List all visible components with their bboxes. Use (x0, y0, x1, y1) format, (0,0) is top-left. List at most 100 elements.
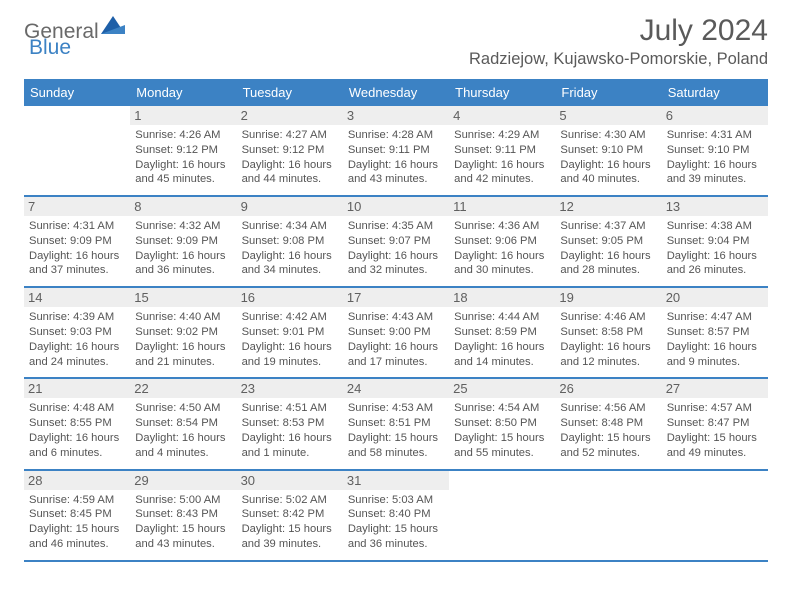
day-number: 28 (24, 471, 130, 490)
day-number: 2 (237, 106, 343, 125)
day-number: 24 (343, 379, 449, 398)
calendar-cell: 10 Sunrise: 4:35 AMSunset: 9:07 PMDayligh… (343, 196, 449, 287)
calendar-cell: 9 Sunrise: 4:34 AMSunset: 9:08 PMDaylight… (237, 196, 343, 287)
calendar-cell: 28 Sunrise: 4:59 AMSunset: 8:45 PMDayligh… (24, 470, 130, 561)
calendar-row: 14 Sunrise: 4:39 AMSunset: 9:03 PMDayligh… (24, 287, 768, 378)
day-info: Sunrise: 4:36 AMSunset: 9:06 PMDaylight:… (454, 219, 550, 278)
calendar-cell: 17 Sunrise: 4:43 AMSunset: 9:00 PMDayligh… (343, 287, 449, 378)
day-info: Sunrise: 4:50 AMSunset: 8:54 PMDaylight:… (135, 401, 231, 460)
day-number: 18 (449, 288, 555, 307)
day-number: 20 (662, 288, 768, 307)
day-info: Sunrise: 5:00 AMSunset: 8:43 PMDaylight:… (135, 493, 231, 552)
brand-word-2-wrap: Blue (28, 36, 71, 60)
calendar-cell: 27 Sunrise: 4:57 AMSunset: 8:47 PMDayligh… (662, 378, 768, 469)
calendar-cell: 19 Sunrise: 4:46 AMSunset: 8:58 PMDayligh… (555, 287, 661, 378)
day-info: Sunrise: 4:42 AMSunset: 9:01 PMDaylight:… (242, 310, 338, 369)
day-number: 19 (555, 288, 661, 307)
day-number: 3 (343, 106, 449, 125)
calendar-cell: 3 Sunrise: 4:28 AMSunset: 9:11 PMDaylight… (343, 105, 449, 196)
day-number: 15 (130, 288, 236, 307)
day-info: Sunrise: 4:44 AMSunset: 8:59 PMDaylight:… (454, 310, 550, 369)
day-number: 29 (130, 471, 236, 490)
day-header: Wednesday (343, 80, 449, 105)
day-header: Friday (555, 80, 661, 105)
calendar-cell: 31Sunrise: 5:03 AMSunset: 8:40 PMDayligh… (343, 470, 449, 561)
day-number: 5 (555, 106, 661, 125)
day-info: Sunrise: 4:39 AMSunset: 9:03 PMDaylight:… (29, 310, 125, 369)
day-info: Sunrise: 4:59 AMSunset: 8:45 PMDaylight:… (29, 493, 125, 552)
day-info: Sunrise: 5:02 AMSunset: 8:42 PMDaylight:… (242, 493, 338, 552)
day-number: 22 (130, 379, 236, 398)
calendar-cell (24, 105, 130, 196)
calendar-row: 1Sunrise: 4:26 AMSunset: 9:12 PMDaylight… (24, 105, 768, 196)
day-number: 8 (130, 197, 236, 216)
day-number: 17 (343, 288, 449, 307)
calendar-cell: 18 Sunrise: 4:44 AMSunset: 8:59 PMDayligh… (449, 287, 555, 378)
day-number: 14 (24, 288, 130, 307)
day-info: Sunrise: 4:32 AMSunset: 9:09 PMDaylight:… (135, 219, 231, 278)
calendar-cell: 16 Sunrise: 4:42 AMSunset: 9:01 PMDayligh… (237, 287, 343, 378)
day-info: Sunrise: 4:53 AMSunset: 8:51 PMDaylight:… (348, 401, 444, 460)
header: General July 2024 Radziejow, Kujawsko-Po… (24, 14, 768, 75)
brand-triangle-icon (101, 16, 125, 34)
day-number: 11 (449, 197, 555, 216)
day-info: Sunrise: 4:57 AMSunset: 8:47 PMDaylight:… (667, 401, 763, 460)
day-info: Sunrise: 4:48 AMSunset: 8:55 PMDaylight:… (29, 401, 125, 460)
day-info: Sunrise: 4:34 AMSunset: 9:08 PMDaylight:… (242, 219, 338, 278)
day-number: 27 (662, 379, 768, 398)
calendar-body: 1Sunrise: 4:26 AMSunset: 9:12 PMDaylight… (24, 105, 768, 561)
day-info: Sunrise: 4:40 AMSunset: 9:02 PMDaylight:… (135, 310, 231, 369)
calendar-cell (449, 470, 555, 561)
title-block: July 2024 Radziejow, Kujawsko-Pomorskie,… (469, 14, 768, 75)
day-info: Sunrise: 4:31 AMSunset: 9:09 PMDaylight:… (29, 219, 125, 278)
day-number: 25 (449, 379, 555, 398)
day-info: Sunrise: 4:56 AMSunset: 8:48 PMDaylight:… (560, 401, 656, 460)
calendar-cell: 1Sunrise: 4:26 AMSunset: 9:12 PMDaylight… (130, 105, 236, 196)
calendar-cell: 30 Sunrise: 5:02 AMSunset: 8:42 PMDayligh… (237, 470, 343, 561)
day-number: 7 (24, 197, 130, 216)
day-header: Tuesday (237, 80, 343, 105)
day-info: Sunrise: 4:35 AMSunset: 9:07 PMDaylight:… (348, 219, 444, 278)
calendar-cell: 12 Sunrise: 4:37 AMSunset: 9:05 PMDayligh… (555, 196, 661, 287)
calendar-cell: 21Sunrise: 4:48 AMSunset: 8:55 PMDayligh… (24, 378, 130, 469)
day-info: Sunrise: 4:46 AMSunset: 8:58 PMDaylight:… (560, 310, 656, 369)
day-number: 26 (555, 379, 661, 398)
calendar-row: 7 Sunrise: 4:31 AMSunset: 9:09 PMDaylight… (24, 196, 768, 287)
day-number: 4 (449, 106, 555, 125)
day-info: Sunrise: 4:38 AMSunset: 9:04 PMDaylight:… (667, 219, 763, 278)
day-info: Sunrise: 4:43 AMSunset: 9:00 PMDaylight:… (348, 310, 444, 369)
calendar-row: 28 Sunrise: 4:59 AMSunset: 8:45 PMDayligh… (24, 470, 768, 561)
calendar-location: Radziejow, Kujawsko-Pomorskie, Poland (469, 50, 768, 69)
calendar-cell: 4 Sunrise: 4:29 AMSunset: 9:11 PMDaylight… (449, 105, 555, 196)
day-number: 23 (237, 379, 343, 398)
day-number: 1 (130, 106, 236, 125)
day-info: Sunrise: 4:29 AMSunset: 9:11 PMDaylight:… (454, 128, 550, 187)
day-info: Sunrise: 4:31 AMSunset: 9:10 PMDaylight:… (667, 128, 763, 187)
calendar-cell: 6Sunrise: 4:31 AMSunset: 9:10 PMDaylight… (662, 105, 768, 196)
day-info: Sunrise: 4:37 AMSunset: 9:05 PMDaylight:… (560, 219, 656, 278)
day-number: 9 (237, 197, 343, 216)
day-number: 16 (237, 288, 343, 307)
day-number: 12 (555, 197, 661, 216)
calendar-row: 21Sunrise: 4:48 AMSunset: 8:55 PMDayligh… (24, 378, 768, 469)
day-info: Sunrise: 4:30 AMSunset: 9:10 PMDaylight:… (560, 128, 656, 187)
day-number: 10 (343, 197, 449, 216)
day-info: Sunrise: 4:27 AMSunset: 9:12 PMDaylight:… (242, 128, 338, 187)
calendar-cell: 15 Sunrise: 4:40 AMSunset: 9:02 PMDayligh… (130, 287, 236, 378)
day-number: 30 (237, 471, 343, 490)
calendar-table: Sunday Monday Tuesday Wednesday Thursday… (24, 79, 768, 562)
day-header: Saturday (662, 80, 768, 105)
calendar-cell: 25 Sunrise: 4:54 AMSunset: 8:50 PMDayligh… (449, 378, 555, 469)
calendar-cell: 29 Sunrise: 5:00 AMSunset: 8:43 PMDayligh… (130, 470, 236, 561)
day-header-row: Sunday Monday Tuesday Wednesday Thursday… (24, 80, 768, 105)
calendar-cell: 26 Sunrise: 4:56 AMSunset: 8:48 PMDayligh… (555, 378, 661, 469)
day-info: Sunrise: 4:28 AMSunset: 9:11 PMDaylight:… (348, 128, 444, 187)
day-number: 13 (662, 197, 768, 216)
calendar-cell: 20 Sunrise: 4:47 AMSunset: 8:57 PMDayligh… (662, 287, 768, 378)
calendar-cell: 2 Sunrise: 4:27 AMSunset: 9:12 PMDaylight… (237, 105, 343, 196)
brand-word-2: Blue (29, 36, 71, 59)
calendar-cell: 23Sunrise: 4:51 AMSunset: 8:53 PMDayligh… (237, 378, 343, 469)
day-info: Sunrise: 4:54 AMSunset: 8:50 PMDaylight:… (454, 401, 550, 460)
day-info: Sunrise: 4:47 AMSunset: 8:57 PMDaylight:… (667, 310, 763, 369)
calendar-cell (662, 470, 768, 561)
